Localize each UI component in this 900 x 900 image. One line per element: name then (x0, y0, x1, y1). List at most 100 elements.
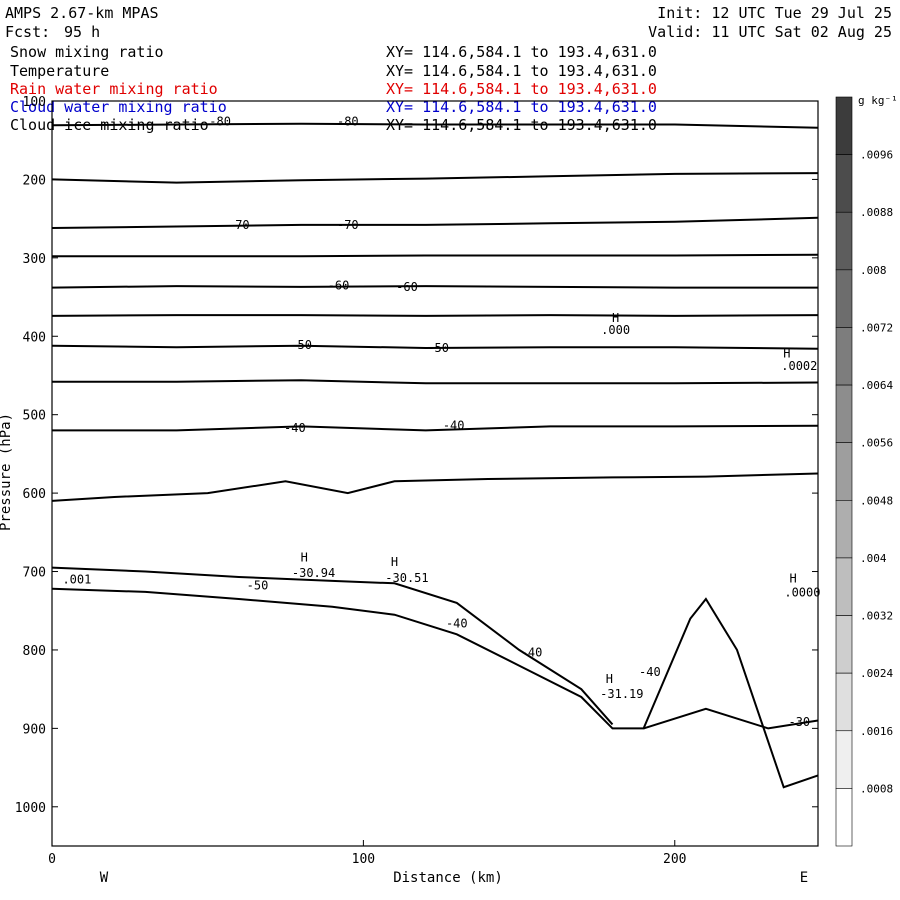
contour-label: -40 (443, 419, 465, 433)
contour-label: .0002 (781, 359, 817, 373)
y-tick-label: 300 (23, 252, 46, 267)
x-tick-label: 0 (48, 852, 56, 867)
contour-label: -60 (328, 278, 350, 292)
colorbar-swatch (835, 269, 853, 328)
colorbar-swatch (835, 672, 853, 732)
colorbar-label: .0024 (860, 667, 893, 680)
contour-label: -50 (290, 338, 312, 352)
colorbar: .0096 .0088 .008 .0072 .0064 .0056 .0048 .004 .0… (835, 96, 893, 847)
y-tick-label: 800 (23, 644, 46, 659)
y-tick-label: 200 (23, 173, 46, 188)
field-xy-temperature: XY= 114.6,584.1 to 193.4,631.0 (386, 62, 657, 80)
colorbar-label: .0096 (860, 149, 893, 162)
contour-line (51, 344, 819, 350)
y-tick-label: 900 (23, 722, 46, 737)
colorbar-swatch (835, 211, 853, 271)
field-xy-snow: XY= 114.6,584.1 to 193.4,631.0 (386, 43, 657, 61)
colorbar-swatch (835, 730, 853, 789)
contour-line (52, 253, 819, 258)
colorbar-label: .0048 (860, 494, 893, 507)
east-label: E (800, 870, 808, 886)
colorbar-swatch (835, 788, 853, 847)
contour-label: -50 (247, 579, 269, 593)
contour-label: .0000 (784, 586, 820, 600)
contour-labels: -80 -80 -70 -70 -60 -60 -50 -50 -40 -40 -50 -40 -40 -… (62, 114, 820, 729)
field-name-temperature: Temperature (10, 62, 110, 80)
contour-line (52, 424, 819, 432)
contour-label: -30.51 (385, 571, 428, 585)
colorbar-swatch (835, 327, 853, 386)
contour-label: -31.19 (600, 687, 643, 701)
field-xy-rain: XY= 114.6,584.1 to 193.4,631.0 (386, 80, 657, 98)
colorbar-label: .0064 (860, 379, 893, 392)
contour-label: -70 (228, 218, 250, 232)
field-name-cloud-water: Cloud water mixing ratio (10, 98, 227, 116)
colorbar-swatch (835, 384, 853, 443)
y-tick-label: 100 (23, 95, 46, 110)
contour-label: H (612, 311, 619, 325)
contour-label: -40 (639, 665, 661, 679)
colorbar-swatch (835, 442, 853, 501)
contour-label: -50 (427, 341, 449, 355)
contour-label: H (301, 550, 308, 564)
x-tick-label: 200 (663, 852, 686, 867)
y-tick-label: 400 (23, 330, 46, 345)
contour-label: H (783, 347, 790, 361)
contour-label: -40 (521, 645, 543, 659)
y-tick-label: 700 (23, 566, 46, 581)
contour-line (51, 172, 819, 184)
contour-label: -70 (337, 218, 359, 232)
x-tick-label: 100 (352, 852, 375, 867)
colorbar-unit: g kg⁻¹ (858, 94, 898, 107)
contour-label: H (606, 672, 613, 686)
field-name-snow: Snow mixing ratio (10, 43, 164, 61)
contour-label: -80 (337, 114, 359, 128)
contour-line (52, 379, 819, 385)
contour-line (51, 314, 819, 317)
contour-line (51, 216, 819, 229)
forecast-hour: 95 h (64, 23, 101, 41)
contour-label: .000 (601, 323, 630, 337)
west-label: W (100, 870, 109, 886)
y-axis-label: Pressure (hPa) (0, 413, 14, 531)
colorbar-label: .0072 (860, 321, 893, 334)
colorbar-label: .0008 (860, 782, 893, 795)
contour-label: H (391, 555, 398, 569)
contour-label: -30.94 (292, 566, 335, 580)
plot-frame (51, 100, 819, 847)
colorbar-label: .008 (860, 264, 887, 277)
forecast-label: Fcst: (5, 23, 51, 41)
y-tick-label: 1000 (15, 801, 46, 816)
colorbar-label: .0056 (860, 437, 893, 450)
init-time: Init: 12 UTC Tue 29 Jul 25 (657, 4, 892, 22)
colorbar-swatch (835, 557, 853, 616)
contour-line (51, 285, 818, 289)
contour-line (51, 566, 614, 726)
contour-label: -40 (446, 616, 468, 630)
field-xy-cloud-water: XY= 114.6,584.1 to 193.4,631.0 (386, 98, 657, 116)
colorbar-label: .0032 (860, 610, 893, 623)
contour-line (51, 122, 819, 129)
contour-line (51, 587, 819, 789)
model-title: AMPS 2.67-km MPAS (5, 4, 159, 22)
contour-label: -30 (788, 715, 810, 729)
contour-line (643, 707, 819, 730)
colorbar-swatch (835, 154, 853, 213)
contour-lines (51, 122, 819, 789)
contour-label: -80 (209, 114, 231, 128)
colorbar-label: .0016 (860, 725, 893, 738)
valid-time: Valid: 11 UTC Sat 02 Aug 25 (648, 23, 892, 41)
colorbar-swatch (835, 96, 853, 155)
contour-label: H (789, 572, 796, 586)
contour-label: -40 (284, 421, 306, 435)
y-tick-label: 500 (23, 409, 46, 424)
colorbar-label: .0088 (860, 206, 893, 219)
contour-label: -60 (396, 280, 418, 294)
y-tick-label: 600 (23, 487, 46, 502)
contour-label: .001 (62, 572, 91, 586)
colorbar-label: .004 (860, 552, 887, 565)
colorbar-swatch (835, 500, 853, 559)
field-name-rain: Rain water mixing ratio (10, 80, 218, 98)
colorbar-swatch (835, 615, 853, 674)
